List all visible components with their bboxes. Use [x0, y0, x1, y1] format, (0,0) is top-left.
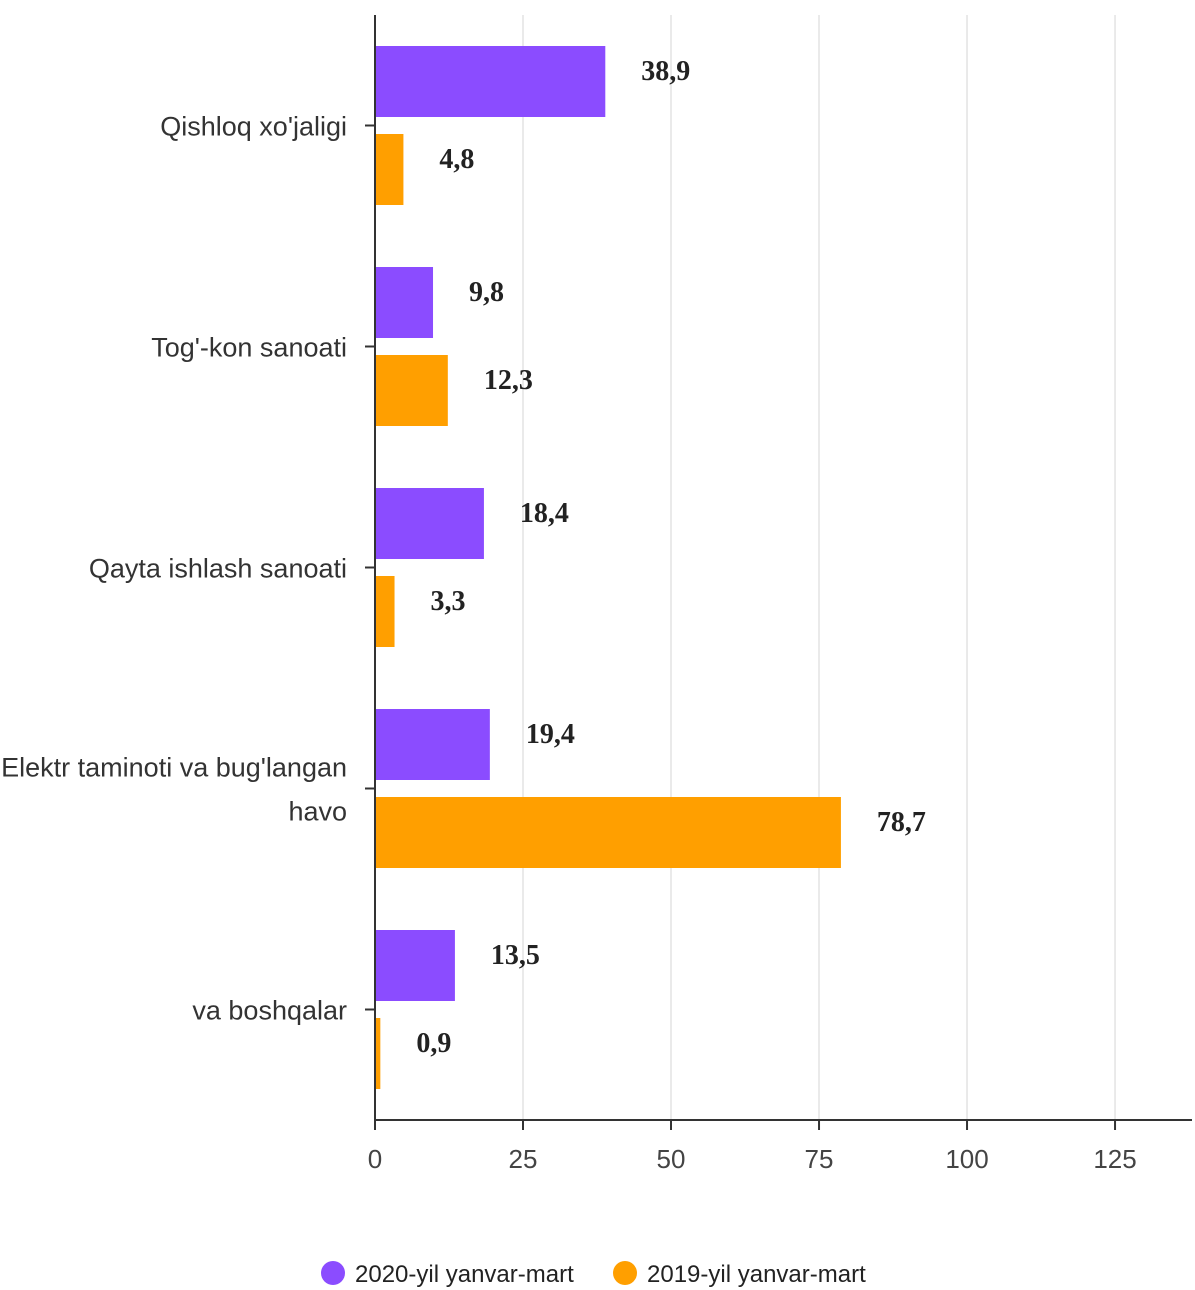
category-label: va boshqalar — [192, 996, 347, 1026]
category-label: Qishloq xo'jaligi — [160, 112, 347, 142]
data-label: 4,8 — [439, 144, 474, 175]
data-label: 38,9 — [641, 56, 690, 87]
x-tick-label: 25 — [509, 1144, 538, 1174]
bar — [375, 1018, 381, 1089]
data-label: 3,3 — [431, 586, 466, 617]
x-tick-label: 75 — [805, 1144, 834, 1174]
bars — [375, 46, 841, 1089]
labels: 0 25 50 75 100 125 38,9 4,8 Qishloq xo'jaligi 9,8… — [1, 56, 1137, 1174]
legend-label[interactable]: 2020-yil yanvar-mart — [355, 1261, 574, 1288]
x-tick-label: 50 — [657, 1144, 686, 1174]
legend-swatch — [613, 1261, 637, 1285]
bar — [375, 488, 484, 559]
axes — [365, 15, 1192, 1130]
category-label: Qayta ishlash sanoati — [89, 554, 347, 584]
data-label: 78,7 — [877, 807, 926, 838]
bar — [375, 46, 606, 117]
data-label: 0,9 — [416, 1028, 451, 1059]
category-label: havo — [288, 797, 347, 827]
bar — [375, 576, 395, 647]
category-label: Elektr taminoti va bug'langan — [1, 753, 347, 783]
bar — [375, 267, 434, 338]
bar — [375, 930, 455, 1001]
category-label: Tog'-kon sanoati — [151, 333, 347, 363]
data-label: 18,4 — [520, 498, 569, 529]
data-label: 13,5 — [491, 940, 540, 971]
bar — [375, 797, 841, 868]
data-label: 9,8 — [469, 277, 504, 308]
data-label: 12,3 — [484, 365, 533, 396]
x-tick-label: 100 — [945, 1144, 988, 1174]
gridlines — [522, 15, 1116, 1120]
legend-swatch — [321, 1261, 345, 1285]
bar — [375, 355, 448, 426]
legend[interactable]: 2020-yil yanvar-mart 2019-yil yanvar-mart — [321, 1261, 866, 1288]
data-label: 19,4 — [526, 719, 575, 750]
bar — [375, 709, 490, 780]
x-tick-label: 0 — [368, 1144, 382, 1174]
bar — [375, 134, 404, 205]
x-tick-label: 125 — [1093, 1144, 1136, 1174]
legend-label[interactable]: 2019-yil yanvar-mart — [647, 1261, 866, 1288]
